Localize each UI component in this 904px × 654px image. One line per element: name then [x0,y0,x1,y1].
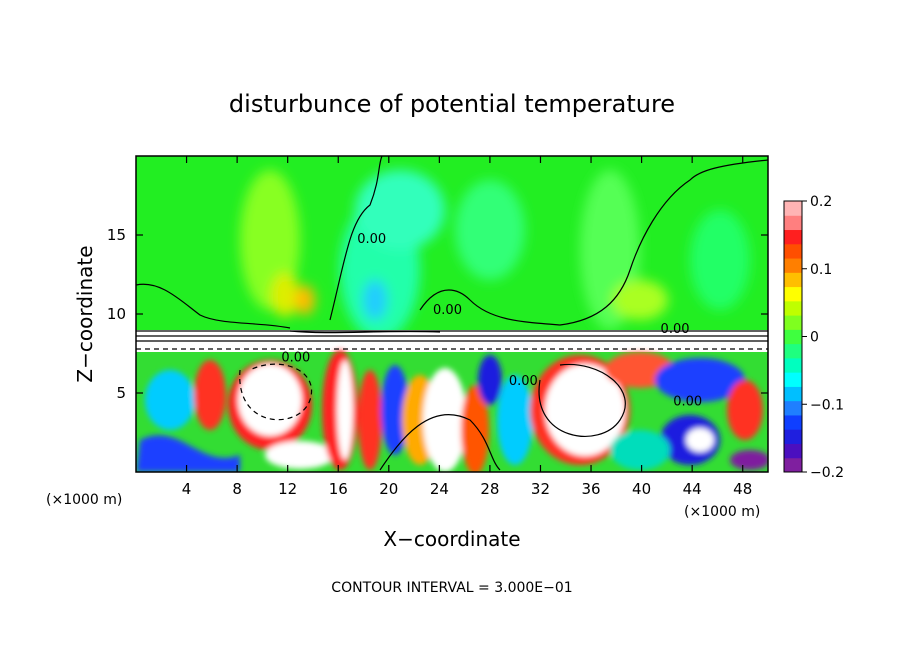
contour-label: 0.00 [281,350,310,365]
y-axis-label: Z−coordinate [73,245,97,382]
colorbar-ticks: 0.2 0.1 0 −0.1 −0.2 [802,194,844,481]
colorbar-segment [784,258,802,273]
x-tick-label: 36 [581,480,600,498]
colorbar-tick-label: −0.2 [810,465,844,481]
colorbar-segment [784,286,802,302]
colorbar-tick-label: −0.1 [810,397,844,413]
colorbar-segment [784,357,802,373]
x-unit-label-left: (×1000 m) [46,492,122,508]
colorbar-segment [784,443,802,459]
x-tick-label: 16 [329,480,348,498]
x-tick-label: 24 [430,480,449,498]
colorbar [783,200,803,473]
colorbar-segment [784,215,802,231]
x-unit-label-right: (×1000 m) [684,504,760,520]
contour-labels: 0.00 0.00 0.00 0.00 0.00 0.00 [281,232,702,410]
colorbar-segment [784,400,802,416]
lower-layer-eddies [136,350,768,472]
contour-lines [136,156,768,471]
colorbar-tick-label: 0 [810,330,819,346]
y-tick-label: 5 [116,384,126,402]
contour-interval-note: CONTOUR INTERVAL = 3.000E−01 [331,580,572,596]
x-tick-label: 20 [379,480,398,498]
colorbar-segment [784,315,802,330]
x-tick-label: 32 [531,480,550,498]
colorbar-segment [784,272,802,288]
y-axis-ticks: 5 10 15 [107,226,768,402]
colorbar-segment [784,243,802,259]
chart-title: disturbunce of potential temperature [229,90,675,118]
colorbar-tick-label: 0.1 [810,262,832,278]
x-tick-label: 12 [278,480,297,498]
colorbar-segment [784,429,802,444]
y-tick-label: 15 [107,226,126,244]
x-tick-label: 48 [733,480,752,498]
colorbar-segment [784,229,802,245]
y-tick-label: 10 [107,305,126,323]
contour-label: 0.00 [509,374,538,389]
contour-label: 0.00 [673,395,702,410]
x-axis-label: X−coordinate [383,527,520,551]
colorbar-segment [784,343,802,359]
upper-layer-anomalies [240,170,750,340]
contour-label: 0.00 [661,322,690,337]
colorbar-segment [784,372,802,387]
colorbar-segment [784,300,802,316]
x-tick-label: 28 [480,480,499,498]
colorbar-segment [784,201,802,216]
contour-label: 0.00 [433,303,462,318]
colorbar-segment [784,457,802,473]
colorbar-segment [784,329,802,345]
contour-label: 0.00 [357,232,386,247]
x-axis-ticks: 4 8 12 16 20 24 28 32 36 40 44 48 [182,156,752,498]
colorbar-segment [784,386,802,402]
heatmap-field [136,156,768,472]
x-tick-label: 44 [683,480,702,498]
x-tick-label: 4 [182,480,192,498]
x-tick-label: 8 [232,480,242,498]
colorbar-tick-label: 0.2 [810,194,832,210]
colorbar-segment [784,414,802,430]
x-tick-label: 40 [632,480,651,498]
